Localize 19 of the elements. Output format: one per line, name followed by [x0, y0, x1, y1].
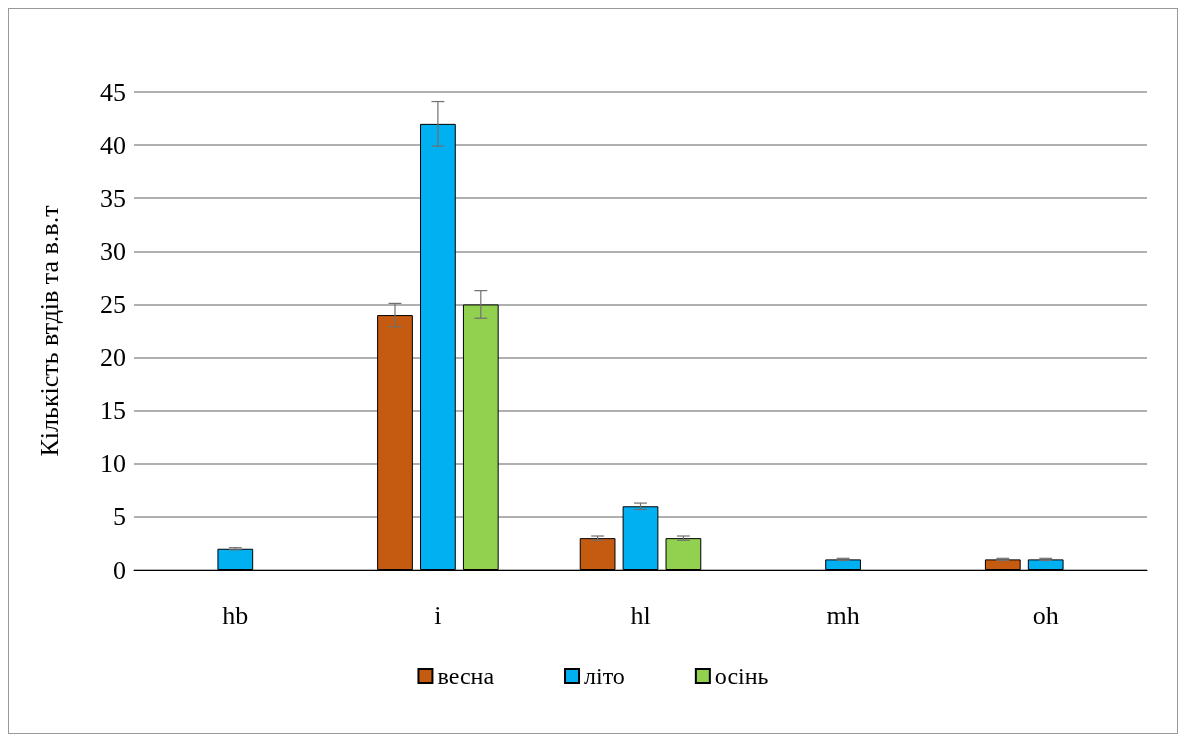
legend-label: осінь — [714, 663, 769, 689]
y-tick-label: 5 — [113, 502, 126, 532]
y-axis-title: Кількість втдів та в.в.т — [34, 205, 64, 457]
y-tick-label: 10 — [100, 449, 126, 479]
x-tick-label: oh — [1032, 600, 1059, 630]
legend-label: літо — [584, 663, 625, 689]
y-tick-label: 25 — [100, 289, 126, 319]
legend-label: весна — [437, 663, 495, 689]
x-tick-label: mh — [826, 600, 860, 630]
y-tick-label: 20 — [100, 343, 126, 373]
x-tick-label: hb — [222, 600, 249, 630]
x-tick-label: i — [434, 600, 442, 630]
y-tick-label: 35 — [100, 183, 126, 213]
y-tick-label: 40 — [100, 130, 126, 160]
y-tick-label: 45 — [100, 77, 126, 107]
y-tick-label: 0 — [113, 555, 126, 585]
y-tick-label: 15 — [100, 396, 126, 426]
x-tick-label: hl — [630, 600, 651, 630]
y-tick-label: 30 — [100, 236, 126, 266]
